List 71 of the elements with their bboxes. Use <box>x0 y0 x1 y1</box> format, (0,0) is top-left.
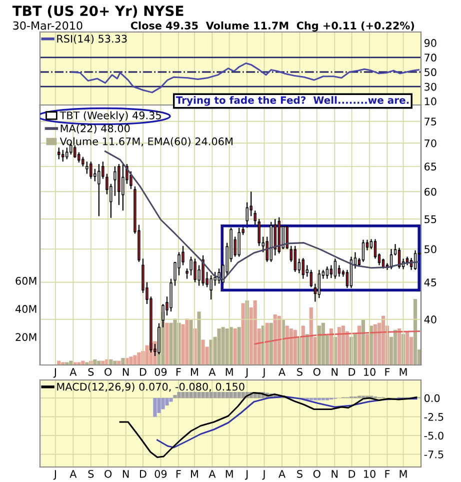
x-tick-label: S <box>88 368 94 376</box>
y-tick-label: -5.0 <box>424 432 444 440</box>
x-tick-label: O <box>313 470 320 478</box>
x-tick-label: A <box>70 470 77 478</box>
y-tick-label: 60 <box>424 188 436 196</box>
x-tick-label: M <box>190 470 198 478</box>
x-tick-label: F <box>176 368 181 376</box>
x-tick-label: O <box>104 470 112 478</box>
x-tick-label: F <box>176 470 181 478</box>
x-tick-label: J <box>53 470 56 480</box>
annotation: Trying to fade the Fed? Well........we are. <box>176 96 409 106</box>
legend-label: Volume 11.67M, EMA(60) 24.06M <box>60 137 232 147</box>
y-tick-label: 65 <box>424 162 436 171</box>
y-tick-label: 0.0 <box>424 394 440 402</box>
x-tick-label: M <box>400 470 407 478</box>
x-tick-label: J <box>53 368 56 378</box>
x-tick-label: O <box>313 368 320 376</box>
x-tick-label: F <box>385 470 390 478</box>
x-tick-label: N <box>332 470 338 478</box>
x-tick-label: 10 <box>364 368 376 376</box>
legend-label: RSI(14) 53.33 <box>57 34 127 44</box>
x-tick-label: 10 <box>364 470 376 478</box>
x-tick-label: O <box>104 368 112 376</box>
x-tick-label: A <box>70 368 77 376</box>
y-tick-label: 90 <box>424 39 436 47</box>
y2-tick-label: 20M <box>16 333 36 341</box>
x-tick-label: J <box>262 470 265 480</box>
y-tick-label: 55 <box>424 215 436 224</box>
y-tick-label: 50 <box>424 68 436 76</box>
x-tick-label: M <box>226 470 233 478</box>
x-tick-label: S <box>297 368 302 376</box>
chart-title: TBT (US 20+ Yr) NYSE <box>12 5 184 18</box>
x-tick-label: N <box>332 368 338 376</box>
x-tick-label: J <box>262 368 265 378</box>
x-tick-label: J <box>245 368 248 378</box>
y-tick-label: 70 <box>424 139 436 148</box>
x-tick-label: 09 <box>154 368 167 376</box>
x-tick-label: A <box>208 368 216 376</box>
x-tick-label: M <box>400 368 407 376</box>
legend-label: MACD(12,26,9) 0.070, -0.080, 0.150 <box>57 382 244 392</box>
x-tick-label: A <box>278 470 286 478</box>
x-tick-label: 09 <box>154 470 167 478</box>
x-tick-label: D <box>140 470 146 478</box>
x-tick-label: S <box>297 470 302 478</box>
y2-tick-label: 40M <box>15 305 36 313</box>
x-tick-label: M <box>226 368 233 376</box>
y-tick-label: 75 <box>424 118 436 126</box>
x-tick-label: N <box>122 368 129 376</box>
x-tick-label: D <box>348 368 356 376</box>
chart-subtitle: 30-Mar-2010 <box>13 21 82 30</box>
y2-tick-label: 60M <box>16 276 36 285</box>
legend-label: MA(22) 48.00 <box>60 124 130 134</box>
y-tick-label: -2.5 <box>424 412 444 421</box>
x-tick-label: M <box>190 368 198 376</box>
text: Close 49.35 Volume 11.7M Chg +0.11 (+0.22%) <box>130 21 414 32</box>
legend-label: TBT (Weekly) 49.35 <box>60 111 161 122</box>
y-tick-label: 10 <box>424 97 436 106</box>
x-tick-label: A <box>278 368 286 376</box>
x-tick-label: S <box>88 470 94 478</box>
x-tick-label: D <box>348 470 356 478</box>
x-tick-label: N <box>122 470 129 478</box>
y-tick-label: 30 <box>424 82 436 91</box>
y-tick-label: 50 <box>424 245 436 254</box>
y-tick-label: 40 <box>424 316 436 324</box>
y-tick-label: 70 <box>424 54 436 62</box>
y-tick-label: -7.5 <box>424 450 444 458</box>
x-tick-label: A <box>208 470 216 478</box>
x-tick-label: D <box>140 368 146 376</box>
x-tick-label: F <box>385 368 390 376</box>
y-tick-label: 45 <box>424 278 436 286</box>
x-tick-label: J <box>245 470 248 480</box>
